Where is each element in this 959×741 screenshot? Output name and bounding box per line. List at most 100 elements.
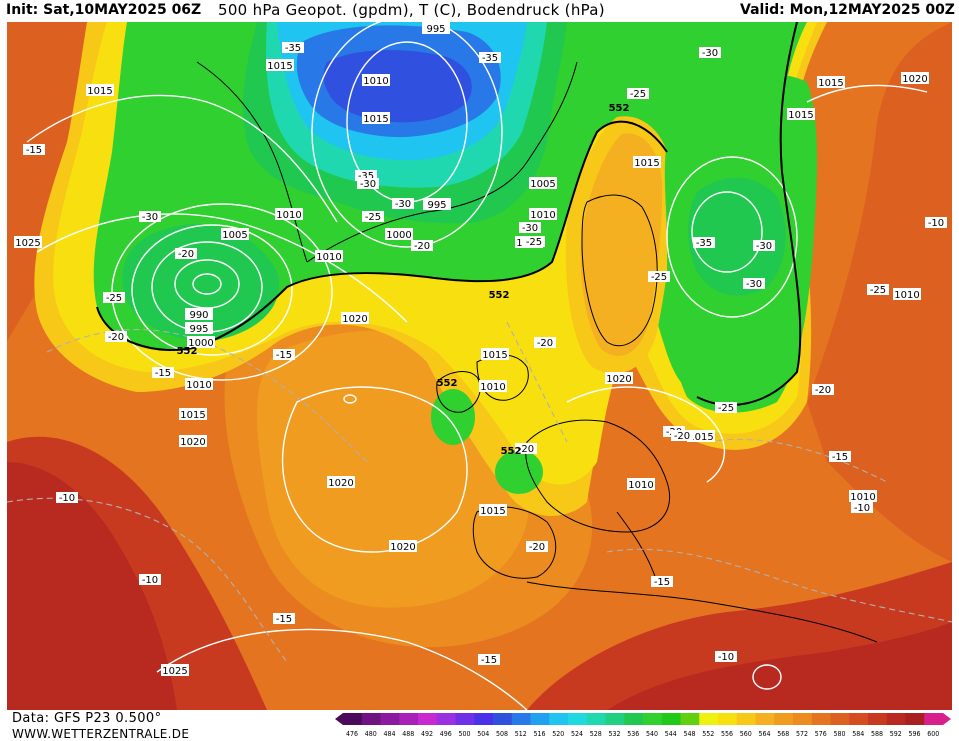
colorbar-arrow-left xyxy=(335,713,343,725)
svg-text:1020: 1020 xyxy=(902,74,927,85)
colorbar-label: 480 xyxy=(364,730,377,738)
colorbar-swatch xyxy=(568,713,588,725)
svg-text:1000: 1000 xyxy=(188,338,213,349)
temp-label: -35 xyxy=(693,237,715,249)
isobar-990 xyxy=(192,273,222,295)
temp-label: -20 xyxy=(175,248,197,260)
colorbar-label: 568 xyxy=(777,730,790,738)
geopot-label-group: 552 552 552 552 552 xyxy=(177,103,630,457)
geopot-label: 552 xyxy=(609,103,630,114)
temp-label-group: -35 -35 -30 -25 -15 -30 -20 -30 -25 -25 … xyxy=(23,42,947,666)
colorbar-swatch xyxy=(905,713,925,725)
geopot-label: 552 xyxy=(437,378,458,389)
svg-text:-20: -20 xyxy=(674,431,690,442)
colorbar-swatch xyxy=(868,713,888,725)
colorbar-label: 500 xyxy=(458,730,471,738)
temp-label: -35 xyxy=(355,170,377,182)
temp-label: -10 xyxy=(715,651,737,663)
svg-text:1010: 1010 xyxy=(480,382,505,393)
temp-label: -25 xyxy=(362,211,384,223)
colorbar-label: 600 xyxy=(927,730,940,738)
temp-label: -15 xyxy=(273,349,295,361)
data-source: Data: GFS P23 0.500° xyxy=(12,711,162,726)
temp-label: -30 xyxy=(139,211,161,223)
isobar-label: 1010 xyxy=(849,490,877,503)
svg-text:1015: 1015 xyxy=(480,506,505,517)
colorbar-swatch xyxy=(624,713,644,725)
temp-label: -20 xyxy=(671,430,693,442)
colorbar-swatch xyxy=(886,713,906,725)
isobar-label: 1015 xyxy=(86,84,114,97)
isobar-label-group: 1015 1015 1010 1015 1005 1010 1010 1000 … xyxy=(14,22,929,677)
temp-label: -10 xyxy=(925,217,947,229)
colorbar-swatch xyxy=(436,713,456,725)
svg-text:1025: 1025 xyxy=(162,666,187,677)
t-contour-5 xyxy=(506,321,568,443)
isobar-label: 1000 xyxy=(385,228,413,241)
temp-label: -30 xyxy=(392,198,414,210)
svg-text:-30: -30 xyxy=(522,223,538,234)
isobar-label: 1010 xyxy=(185,378,213,391)
isobar-label: 1020 xyxy=(341,312,369,325)
isobar-label: 995 xyxy=(185,322,213,335)
colorbar-swatch xyxy=(811,713,831,725)
temp-label: -25 xyxy=(715,402,737,414)
svg-text:-25: -25 xyxy=(718,403,734,414)
colorbar-label: 576 xyxy=(814,730,827,738)
colorbar-label: 484 xyxy=(383,730,396,738)
isobar-label: 995 xyxy=(423,198,451,211)
svg-text:-25: -25 xyxy=(526,237,542,248)
colorbar-label: 524 xyxy=(570,730,584,738)
colorbar-label: 552 xyxy=(702,730,715,738)
temp-label: -10 xyxy=(851,502,873,514)
svg-text:-20: -20 xyxy=(518,444,534,455)
temp-label: -35 xyxy=(282,42,304,54)
colorbar-label: 512 xyxy=(514,730,527,738)
isobar-label: 1010 xyxy=(529,208,557,221)
geopot-label: 552 xyxy=(489,290,510,301)
colorbar-swatch xyxy=(755,713,775,725)
coastlines xyxy=(196,61,878,643)
temp-label: -20 xyxy=(105,331,127,343)
isobar-label: 1010 xyxy=(315,250,343,263)
colorbar-label: 556 xyxy=(720,730,734,738)
colorbar-label: 548 xyxy=(683,730,696,738)
svg-text:1020: 1020 xyxy=(180,437,205,448)
svg-text:-20: -20 xyxy=(529,542,545,553)
isobar-label: 1025 xyxy=(14,236,42,249)
svg-text:1025: 1025 xyxy=(15,238,40,249)
colorbar-swatch xyxy=(830,713,850,725)
svg-text:-15: -15 xyxy=(654,577,670,588)
isobar-label: 995 xyxy=(422,22,450,35)
temp-label: -30 xyxy=(743,278,765,290)
svg-text:-10: -10 xyxy=(718,652,734,663)
temp-label: -35 xyxy=(479,52,501,64)
isobar-label: 1015 xyxy=(362,112,390,125)
colorbar-label: 528 xyxy=(589,730,602,738)
isobar-label: 1020 xyxy=(179,435,207,448)
svg-text:-25: -25 xyxy=(651,272,667,283)
svg-text:995: 995 xyxy=(189,324,208,335)
isobar-label: 1005 xyxy=(529,177,557,190)
isobar-small-atl xyxy=(343,394,357,404)
iberia xyxy=(472,506,557,579)
svg-text:-20: -20 xyxy=(108,332,124,343)
colorbar-label: 516 xyxy=(533,730,546,738)
t-contour-3 xyxy=(606,548,952,623)
colorbar-swatch xyxy=(549,713,569,725)
svg-text:995: 995 xyxy=(426,24,445,35)
svg-text:1010: 1010 xyxy=(894,290,919,301)
isobar-label: 1015 xyxy=(481,348,509,361)
isobar-1015-eu xyxy=(566,386,726,483)
svg-text:1010: 1010 xyxy=(186,380,211,391)
colorbar-swatch xyxy=(474,713,494,725)
isobar-label: 1010 xyxy=(479,380,507,393)
colorbar-arrow-right xyxy=(943,713,951,725)
colorbar-swatch xyxy=(699,713,719,725)
footer-bar: Data: GFS P23 0.500° WWW.WETTERZENTRALE.… xyxy=(0,710,959,741)
svg-text:1015: 1015 xyxy=(87,86,112,97)
isobar-small-africa xyxy=(752,664,782,690)
weather-map: 1015 1015 1010 1015 1005 1010 1010 1000 … xyxy=(7,22,952,710)
colorbar-swatch xyxy=(361,713,381,725)
colorbar-label: 540 xyxy=(645,730,659,738)
